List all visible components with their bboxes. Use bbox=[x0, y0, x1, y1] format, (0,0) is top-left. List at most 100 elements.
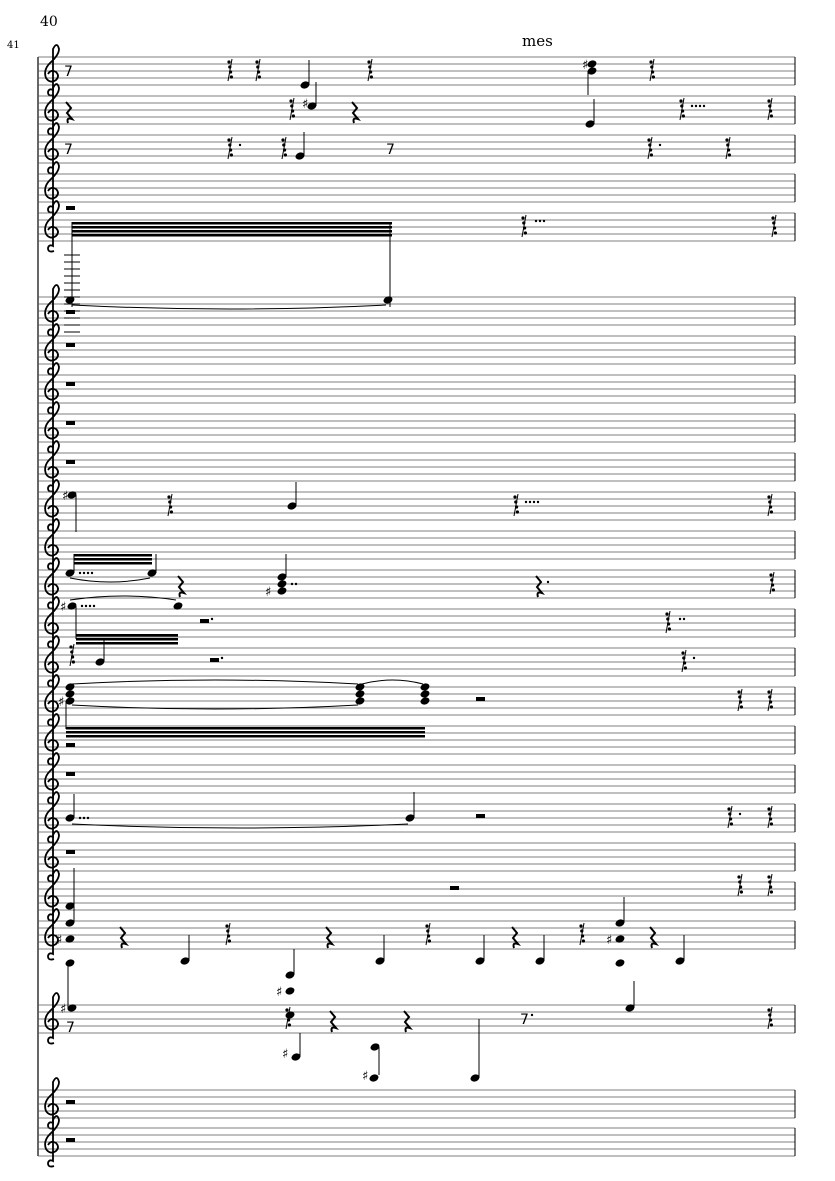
note-head bbox=[65, 569, 75, 577]
half-rest bbox=[200, 619, 209, 623]
treble-clef-icon bbox=[44, 161, 60, 214]
quarter-rest bbox=[511, 926, 522, 949]
rest-dot bbox=[513, 495, 517, 499]
note-head bbox=[65, 697, 75, 705]
note-head bbox=[291, 1053, 301, 1061]
rest-32nd bbox=[665, 610, 671, 634]
treble-clef-icon bbox=[44, 440, 60, 493]
whole-rest bbox=[66, 772, 75, 776]
eighth-rest: 7 bbox=[64, 142, 73, 158]
rest-dot bbox=[739, 885, 743, 889]
rest-32nd bbox=[767, 1006, 773, 1030]
augmentation-dot bbox=[84, 604, 88, 608]
rest-dot bbox=[515, 505, 519, 509]
rest-dot bbox=[738, 880, 742, 884]
note-head bbox=[535, 957, 545, 965]
note-head bbox=[147, 569, 157, 577]
rest-dot bbox=[228, 65, 232, 69]
rest-dot bbox=[651, 75, 656, 79]
treble-clef-icon bbox=[44, 200, 60, 253]
note-head bbox=[420, 690, 430, 698]
augmentation-dot bbox=[238, 143, 242, 147]
whole-rest bbox=[66, 743, 75, 747]
rest-32nd bbox=[227, 58, 233, 82]
sharp-icon: ♯ bbox=[265, 585, 271, 600]
note-head bbox=[65, 683, 75, 691]
note-head bbox=[675, 957, 685, 965]
rest-dot bbox=[769, 822, 774, 826]
beam bbox=[74, 554, 152, 557]
treble-clef-icon bbox=[44, 518, 60, 571]
rest-32nd bbox=[255, 58, 261, 82]
treble-clef-icon bbox=[44, 122, 60, 175]
rest-dot bbox=[681, 651, 685, 655]
sharp-icon: ♯ bbox=[56, 933, 62, 948]
rest-dot bbox=[666, 617, 670, 621]
beam bbox=[76, 638, 178, 641]
rest-32nd bbox=[737, 873, 743, 897]
rest-dot bbox=[523, 231, 528, 235]
note-head bbox=[173, 602, 183, 610]
rest-dot bbox=[580, 929, 584, 933]
rest-dot bbox=[727, 148, 731, 152]
text-mark: mes bbox=[522, 32, 553, 50]
sharp-icon: ♯ bbox=[582, 58, 588, 73]
augmentation-dot bbox=[88, 604, 92, 608]
augmentation-dot bbox=[542, 219, 546, 223]
note-head bbox=[65, 814, 75, 822]
whole-rest bbox=[66, 310, 75, 314]
whole-rest bbox=[66, 850, 75, 854]
rest-dot bbox=[286, 1013, 290, 1017]
rest-32nd bbox=[767, 873, 773, 897]
rest-dot bbox=[523, 226, 527, 230]
note-head bbox=[370, 1043, 380, 1051]
rest-dot bbox=[649, 148, 653, 152]
rest-dot bbox=[771, 583, 775, 587]
quarter-rest bbox=[325, 926, 336, 949]
rest-dot bbox=[739, 700, 743, 704]
tie bbox=[71, 679, 359, 685]
rest-dot bbox=[769, 885, 773, 889]
rest-32nd bbox=[579, 922, 585, 946]
treble-clef-icon bbox=[44, 908, 60, 961]
sharp-icon: ♯ bbox=[60, 1002, 66, 1017]
rest-dot bbox=[227, 60, 231, 64]
note-head bbox=[67, 491, 77, 499]
rest-dot bbox=[226, 929, 230, 933]
rest-32nd bbox=[289, 97, 295, 121]
rest-dot bbox=[522, 221, 526, 225]
beam bbox=[76, 634, 178, 637]
measure-number: 40 bbox=[40, 14, 58, 30]
half-rest bbox=[66, 1100, 75, 1104]
measure-number-side: 41 bbox=[7, 40, 20, 51]
rest-dot bbox=[369, 70, 373, 74]
rest-dot bbox=[769, 1018, 773, 1022]
augmentation-dot bbox=[738, 812, 742, 816]
rest-dot bbox=[767, 690, 771, 694]
rest-dot bbox=[769, 573, 773, 577]
beam bbox=[76, 642, 178, 645]
note-head bbox=[405, 814, 415, 822]
sharp-icon: ♯ bbox=[302, 97, 308, 112]
note-head bbox=[420, 697, 430, 705]
rest-32nd bbox=[767, 97, 773, 121]
treble-clef-icon bbox=[44, 83, 60, 136]
note-head bbox=[420, 683, 430, 691]
rest-32nd bbox=[281, 136, 287, 160]
rest-32nd bbox=[513, 493, 519, 517]
note-head bbox=[65, 296, 75, 304]
rest-32nd bbox=[69, 643, 75, 667]
treble-clef-icon bbox=[44, 713, 60, 766]
note-head bbox=[300, 81, 310, 89]
treble-clef-icon bbox=[44, 992, 60, 1045]
rest-dot bbox=[515, 510, 520, 514]
note-head bbox=[287, 502, 297, 510]
rest-dot bbox=[256, 65, 260, 69]
augmentation-dot bbox=[82, 816, 86, 820]
augmentation-dot bbox=[692, 656, 696, 660]
whole-rest bbox=[66, 421, 75, 425]
note-head bbox=[355, 690, 365, 698]
note-head bbox=[95, 658, 105, 666]
note-head bbox=[585, 120, 595, 128]
rest-dot bbox=[727, 153, 732, 157]
